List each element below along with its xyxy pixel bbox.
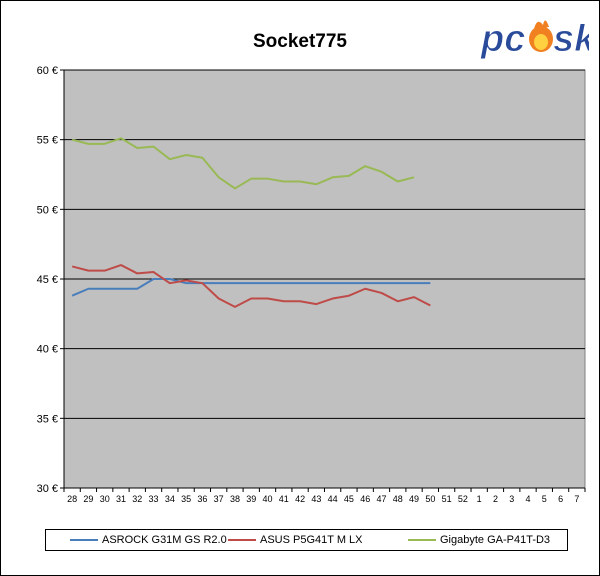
legend-swatch: [70, 539, 98, 541]
x-tick-label: 34: [165, 494, 175, 504]
y-tick-label: 30 €: [37, 483, 58, 495]
x-tick-label: 36: [197, 494, 207, 504]
x-tick-label: 51: [442, 494, 452, 504]
y-tick-label: 45 €: [37, 274, 58, 286]
series-asrock-g31m-gs-r2-0: [71, 278, 431, 297]
x-tick-label: 31: [116, 494, 126, 504]
series-asus-p5g41t-m-lx: [71, 264, 431, 308]
x-tick-label: 39: [246, 494, 256, 504]
series-line: [71, 264, 431, 308]
x-tick-label: 45: [344, 494, 354, 504]
legend-label: ASROCK G31M GS R2.0: [102, 534, 227, 546]
x-tick-label: 32: [132, 494, 142, 504]
x-tick-label: 52: [458, 494, 468, 504]
legend-item: ASROCK G31M GS R2.0: [70, 533, 227, 547]
x-tick-label: 5: [542, 494, 547, 504]
flame-o-icon: [529, 20, 553, 52]
x-tick-label: 3: [509, 494, 514, 504]
y-tick-label: 35 €: [37, 413, 58, 425]
x-tick-label: 30: [100, 494, 110, 504]
x-tick-label: 2: [493, 494, 498, 504]
x-tick-label: 37: [214, 494, 224, 504]
y-tick-label: 55 €: [37, 135, 58, 147]
x-tick-label: 38: [230, 494, 240, 504]
y-tick-label: 40 €: [37, 344, 58, 356]
x-tick-label: 6: [558, 494, 563, 504]
y-tick-label: 50 €: [37, 204, 58, 216]
legend-item: Gigabyte GA-P41T-D3: [408, 533, 550, 547]
x-tick-label: 4: [526, 494, 531, 504]
pcosk-logo: pc sk: [480, 18, 590, 61]
x-tick-label: 1: [477, 494, 482, 504]
x-tick-label: 46: [360, 494, 370, 504]
x-tick-label: 33: [149, 494, 159, 504]
x-tick-label: 35: [181, 494, 191, 504]
x-tick-label: 50: [425, 494, 435, 504]
svg-text:sk: sk: [553, 18, 589, 60]
legend-label: Gigabyte GA-P41T-D3: [440, 534, 551, 546]
series-gigabyte-ga-p41t-d3: [71, 137, 415, 190]
series-line: [71, 137, 415, 190]
x-tick-label: 43: [311, 494, 321, 504]
legend-swatch: [228, 539, 256, 541]
legend-label: ASUS P5G41T M LX: [260, 534, 363, 546]
legend-item: ASUS P5G41T M LX: [228, 533, 363, 547]
x-tick-label: 44: [328, 494, 338, 504]
x-tick-label: 49: [409, 494, 419, 504]
legend-swatch: [408, 539, 436, 541]
chart-title: Socket775: [252, 31, 347, 52]
y-tick-label: 60 €: [37, 65, 58, 77]
series-line: [71, 278, 431, 297]
legend: ASROCK G31M GS R2.0 ASUS P5G41T M LX Gigab…: [45, 529, 568, 551]
x-tick-label: 48: [393, 494, 403, 504]
x-tick-label: 40: [263, 494, 273, 504]
svg-text:pc: pc: [480, 18, 525, 60]
x-tick-label: 28: [67, 494, 77, 504]
x-tick-label: 42: [295, 494, 305, 504]
x-tick-label: 41: [279, 494, 289, 504]
x-tick-label: 29: [83, 494, 93, 504]
x-tick-label: 7: [574, 494, 579, 504]
x-tick-label: 47: [376, 494, 386, 504]
